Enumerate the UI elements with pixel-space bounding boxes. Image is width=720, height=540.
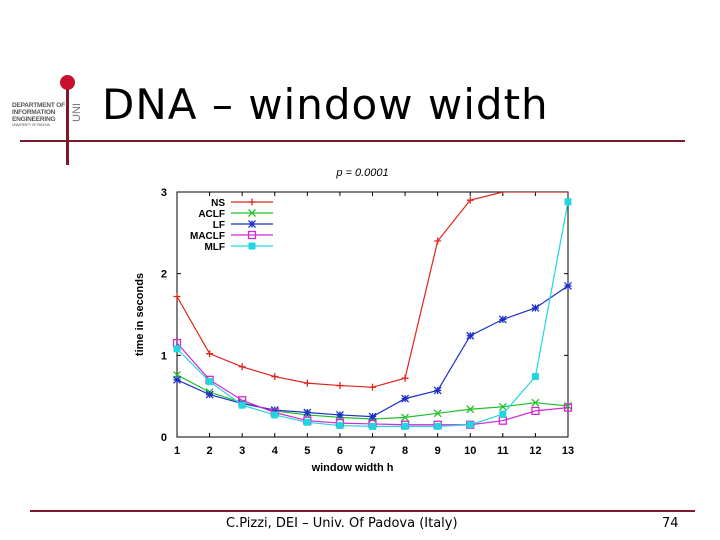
x-tick-label: 2 xyxy=(207,445,213,457)
data-point-mlf xyxy=(336,422,344,430)
title-divider xyxy=(20,140,685,142)
series-line-lf xyxy=(177,285,568,418)
legend-marker-maclf xyxy=(247,230,257,240)
logo-line-2: INFORMATION xyxy=(12,109,56,116)
data-point-lf xyxy=(466,331,475,340)
legend-marker-ns xyxy=(248,198,256,206)
logo-line-1: DEPARTMENT OF xyxy=(12,102,65,109)
data-point-mlf xyxy=(369,422,376,430)
x-tick-label: 9 xyxy=(435,445,441,457)
y-tick-label: 3 xyxy=(161,187,167,199)
x-tick-label: 4 xyxy=(272,445,279,457)
data-point-ns xyxy=(238,363,246,371)
data-point-mlf xyxy=(564,198,572,206)
data-point-aclf xyxy=(466,405,475,414)
logo-vertical-text: UNI xyxy=(71,103,83,122)
data-point-ns xyxy=(466,196,474,204)
legend-label-aclf: ACLF xyxy=(198,209,225,220)
x-tick-label: 12 xyxy=(529,445,541,457)
logo-line-4: UNIVERSITY OF PADOVA xyxy=(12,123,50,127)
data-point-aclf xyxy=(531,398,540,407)
legend-marker-lf xyxy=(248,220,256,228)
data-point-lf xyxy=(173,375,181,384)
y-tick-label: 2 xyxy=(161,269,167,281)
data-point-lf xyxy=(335,410,344,419)
data-point-lf xyxy=(205,390,214,399)
data-point-mlf xyxy=(303,418,311,426)
data-point-ns xyxy=(369,383,376,391)
data-point-lf xyxy=(498,315,507,324)
y-tick-label: 0 xyxy=(161,432,167,444)
data-point-mlf xyxy=(206,377,214,385)
data-point-lf xyxy=(401,394,410,403)
legend-label-mlf: MLF xyxy=(204,242,225,253)
series-line-aclf xyxy=(177,374,568,420)
footer-divider xyxy=(30,510,695,512)
legend-label-maclf: MACLF xyxy=(190,231,225,242)
logo-text: DEPARTMENT OF INFORMATION ENGINEERING UN… xyxy=(12,102,72,128)
data-point-lf xyxy=(368,412,377,421)
logo-bar xyxy=(66,80,69,165)
legend-marker-aclf xyxy=(248,209,256,217)
data-point-mlf xyxy=(271,411,279,419)
x-axis-label: window width h xyxy=(311,462,394,474)
x-tick-label: 8 xyxy=(402,445,408,457)
data-point-maclf xyxy=(563,403,573,412)
data-point-lf xyxy=(270,406,279,415)
logo-dot-icon xyxy=(60,75,75,90)
x-tick-label: 1 xyxy=(174,445,180,457)
legend-label-ns: NS xyxy=(211,198,225,209)
data-point-ns xyxy=(303,379,311,387)
x-tick-label: 11 xyxy=(497,445,509,457)
data-point-aclf xyxy=(401,413,410,422)
x-tick-label: 7 xyxy=(369,445,375,457)
university-logo: DEPARTMENT OF INFORMATION ENGINEERING UN… xyxy=(10,75,90,165)
data-point-maclf xyxy=(531,406,540,416)
data-point-lf xyxy=(303,408,312,417)
x-tick-label: 5 xyxy=(304,445,310,457)
data-point-mlf xyxy=(401,422,409,430)
data-point-ns xyxy=(271,373,279,381)
data-point-mlf xyxy=(173,345,181,353)
x-tick-label: 13 xyxy=(562,445,574,457)
legend-label-lf: LF xyxy=(213,220,225,231)
data-point-ns xyxy=(206,350,214,358)
x-tick-label: 6 xyxy=(337,445,343,457)
data-point-aclf xyxy=(498,402,507,411)
data-point-mlf xyxy=(434,422,442,430)
data-point-ns xyxy=(401,374,409,382)
data-point-lf xyxy=(564,281,572,290)
data-point-mlf xyxy=(499,410,507,418)
y-tick-label: 1 xyxy=(161,350,167,362)
y-axis-label: time in seconds xyxy=(134,273,146,356)
data-point-ns xyxy=(336,382,344,390)
data-point-mlf xyxy=(238,401,246,409)
data-point-ns xyxy=(173,293,181,301)
slide-title: DNA – window width xyxy=(102,80,549,129)
footer-credit: C.Pizzi, DEI – Univ. Of Padova (Italy) xyxy=(226,516,458,531)
data-point-lf xyxy=(531,304,540,312)
legend-marker-mlf xyxy=(248,242,256,250)
data-point-lf xyxy=(433,386,442,395)
data-point-ns xyxy=(434,237,442,245)
data-point-mlf xyxy=(531,373,539,381)
x-tick-label: 10 xyxy=(464,445,476,457)
x-tick-label: 3 xyxy=(239,445,245,457)
logo-line-3: ENGINEERING xyxy=(12,116,56,123)
data-point-aclf xyxy=(433,409,442,418)
chart-title: p = 0.0001 xyxy=(335,167,388,179)
series-line-ns xyxy=(177,192,568,388)
data-point-mlf xyxy=(466,421,474,429)
page-number: 74 xyxy=(662,516,679,531)
